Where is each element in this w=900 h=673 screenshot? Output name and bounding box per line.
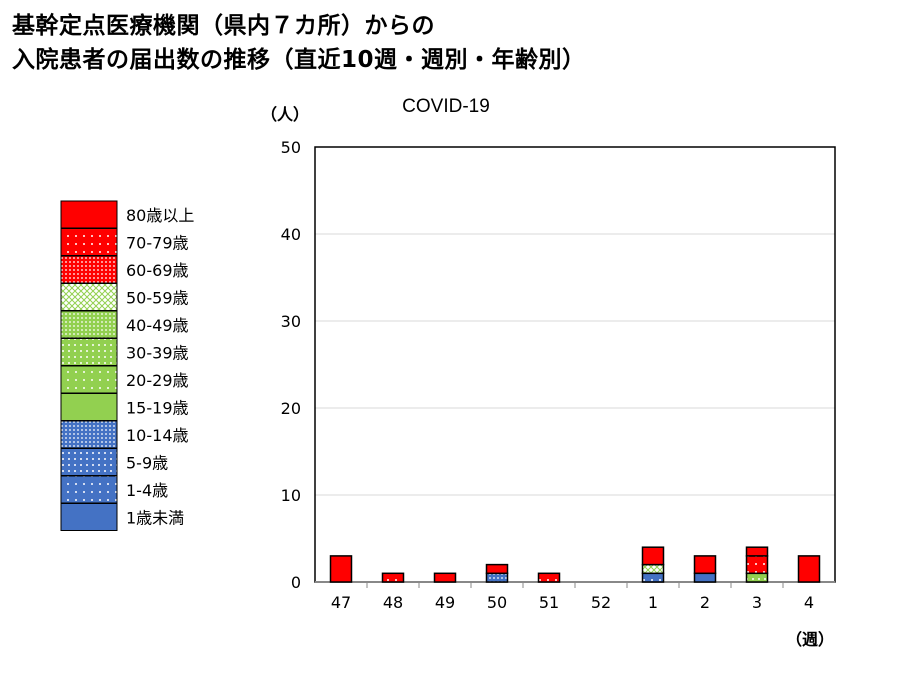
legend-label: 70-79歳 [126,234,189,253]
y-tick-label: 50 [281,138,301,157]
x-tick-label: 48 [383,593,403,612]
x-tick-label: 49 [435,593,455,612]
x-tick-label: 3 [752,593,762,612]
bar-segment [329,555,353,583]
legend-label: 80歳以上 [126,206,194,225]
y-tick-label: 40 [281,225,301,244]
legend-swatch [60,503,118,531]
legend-swatch [60,393,118,421]
plot-frame [314,146,836,583]
legend-swatch [60,228,118,256]
x-tick-label: 52 [591,593,611,612]
legend-label: 20-29歳 [126,371,189,390]
legend-swatch [60,310,118,339]
bar-segment [745,555,769,575]
legend-label: 15-19歳 [126,399,189,418]
legend-label: 10-14歳 [126,426,189,445]
bar-segment [693,555,717,575]
x-tick-label: 51 [539,593,559,612]
title-line-2: 入院患者の届出数の推移（直近10週・週別・年齢別） [12,47,586,73]
bar-segment [641,572,665,583]
legend-label: 50-59歳 [126,289,189,308]
legend-swatch [60,475,118,504]
bar-segment [381,572,405,583]
legend-label: 30-39歳 [126,344,189,363]
title-line-1: 基幹定点医療機関（県内７カ所）からの [12,13,435,39]
legend-swatch [60,200,118,229]
bar-segment [797,555,821,583]
y-tick-label: 20 [281,399,301,418]
legend-label: 1-4歳 [126,481,168,500]
bar-segment [537,572,561,583]
y-tick-label: 10 [281,486,301,505]
legend-swatch [60,283,118,311]
legend-label: 5-9歳 [126,454,168,473]
legend-swatch [60,420,118,449]
bar-segment [641,563,665,575]
x-tick-label: 2 [700,593,710,612]
y-tick-label: 0 [291,573,301,592]
x-axis-label: （週） [786,630,834,649]
bar-segment [485,572,509,583]
legend-label: 40-49歳 [126,316,189,335]
legend-swatch [60,365,118,394]
y-axis-label: （人） [261,105,309,124]
bar-segment [641,546,665,566]
legend-label: 1歳未満 [126,509,184,528]
legend-label: 60-69歳 [126,261,189,280]
bar-segment [745,572,769,583]
bar-segment [485,563,509,575]
bar-segment [745,546,769,557]
x-tick-label: 4 [804,593,814,612]
bar-segment [433,572,457,583]
x-tick-label: 1 [648,593,658,612]
legend-swatch [60,255,118,284]
legend-swatch [60,448,118,476]
x-tick-label: 50 [487,593,507,612]
bar-segment [693,572,717,583]
y-tick-label: 30 [281,312,301,331]
chart-title: COVID-19 [402,96,490,117]
legend-swatch [60,338,118,366]
x-tick-label: 47 [331,593,351,612]
